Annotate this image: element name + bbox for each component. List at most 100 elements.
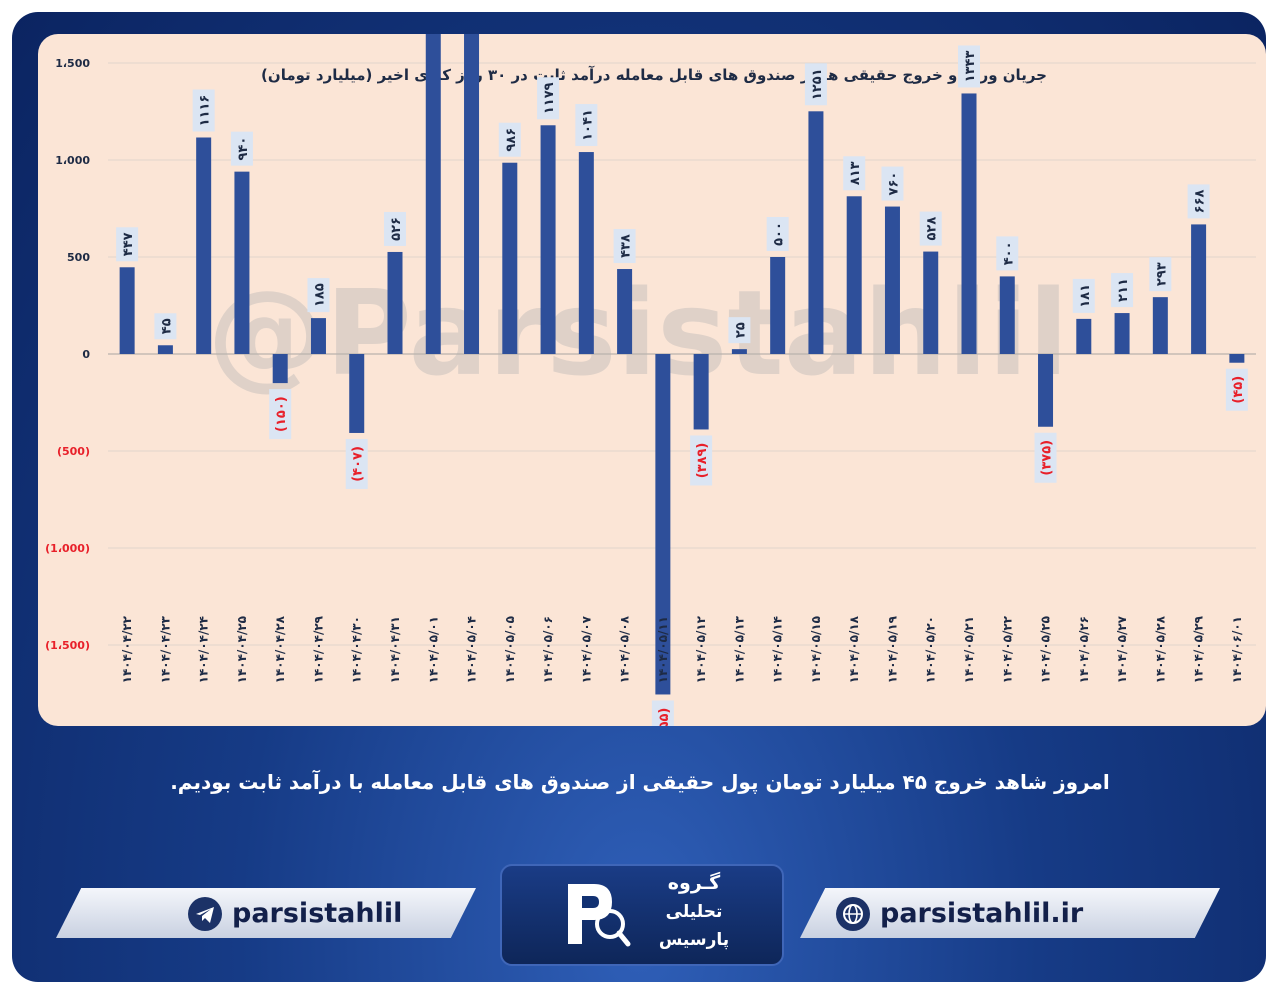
data-label: ۴۰۰ [996,236,1019,271]
data-label-box [384,211,406,246]
chart-title: جریان ورود و خروج حقیقی ها در صندوق های … [261,66,1047,84]
x-tick-label: ۱۴۰۴/۰۴/۲۲ [120,615,134,683]
telegram-icon[interactable] [188,897,222,931]
x-tick-label: ۱۴۰۴/۰۵/۲۶ [1077,616,1091,683]
bar [1076,318,1092,354]
x-tick-label: ۱۴۰۴/۰۵/۲۸ [1153,615,1167,683]
data-label-box [269,389,292,440]
data-label-box [1111,273,1134,308]
data-label-text: ۱۱۱۶ [198,95,213,127]
data-label: ۱۸۱ [1072,278,1095,313]
bar [349,354,365,433]
x-tick: ۱۴۰۴/۰۵/۱۲ [694,615,708,683]
data-label-box [1225,368,1248,411]
data-label: ۴۵ [154,313,177,340]
bar [846,196,862,354]
x-tick-label: ۱۴۰۴/۰۵/۰۶ [541,616,555,683]
data-label: ۵۰۰ [766,217,789,251]
x-tick-label: ۱۴۰۴/۰۵/۱۱ [656,616,670,683]
data-label: (۱۵۰) [269,389,292,440]
data-label-box [537,77,560,120]
data-label: ۴۳۸ [613,229,636,264]
data-label-text: ۱۲۵۱ [810,68,825,100]
website-link[interactable]: parsistahlil.ir [880,898,1084,929]
data-label-text: ۱۸۱ [1078,284,1093,308]
x-tick-label: ۱۴۰۴/۰۵/۲۵ [1039,616,1053,683]
data-label-text: ۲۵ [733,322,748,338]
globe-icon[interactable] [836,897,870,931]
bar [502,162,518,354]
x-tick: ۱۴۰۴/۰۴/۳۱ [388,616,402,683]
data-label-box [804,63,827,106]
data-label: ۱۸۵ [307,278,330,313]
x-tick-label: ۱۴۰۴/۰۴/۲۵ [235,616,249,683]
bar-chart: @Parsistahlil جریان ورود و خروج حقیقی ها… [45,34,1256,726]
bar [693,354,709,430]
watermark: @Parsistahlil [207,264,1068,402]
footer: parsistahlil parsistahlil.ir گـروه تحلیل… [0,858,1280,968]
telegram-handle[interactable]: parsistahlil [232,898,403,929]
data-label-box [230,131,253,166]
bar [884,206,900,354]
data-label: ۱۳۴۳ [958,45,980,88]
data-labels: ۴۴۷۴۵۱۱۱۶۹۴۰(۱۵۰)۱۸۵(۴۰۷)۵۲۶۱۸۸۳۱۶۷۹۹۸۶۱… [116,45,1248,726]
x-tick: ۱۴۰۴/۰۵/۲۰ [924,616,938,683]
data-label: ۹۴۰ [230,131,253,166]
data-label-box [919,211,942,246]
x-tick: ۱۴۰۴/۰۵/۰۱ [426,616,440,683]
data-label: ۴۴۷ [116,227,139,262]
y-tick-label: (1،500) [45,639,90,652]
x-tick: ۱۴۰۴/۰۴/۲۹ [311,615,325,683]
x-tick: ۱۴۰۴/۰۵/۱۴ [771,616,785,683]
x-tick-label: ۱۴۰۴/۰۴/۲۳ [158,615,172,683]
x-tick-label: ۱۴۰۴/۰۵/۰۷ [579,615,593,683]
data-label: (۴۵) [1225,368,1248,411]
x-tick: ۱۴۰۴/۰۵/۱۹ [885,615,899,683]
data-label: ۸۱۳ [843,156,866,191]
data-label-box [575,104,598,147]
logo-text-line1: گـروه [667,872,721,894]
bar [425,34,441,355]
x-tick: ۱۴۰۴/۰۵/۲۸ [1153,615,1167,683]
bar [272,354,288,384]
data-label: (۳۷۵) [1034,432,1057,483]
data-label-text: (۴۵) [1231,376,1246,404]
y-tick-label: 0 [82,348,90,361]
x-tick-label: ۱۴۰۴/۰۵/۰۵ [503,616,517,683]
x-tick: ۱۴۰۴/۰۵/۲۹ [1192,615,1206,683]
x-tick-label: ۱۴۰۴/۰۵/۱۴ [771,616,785,683]
data-label: ۲۵ [728,317,751,344]
data-label-text: (۴۰۷) [351,446,366,482]
data-label-box [996,236,1019,271]
bar [999,276,1015,354]
bar [540,125,556,354]
data-label: ۵۲۸ [919,211,942,246]
x-tick: ۱۴۰۴/۰۵/۰۶ [541,616,555,683]
data-label-box [498,122,521,157]
y-tick-label: (500) [57,445,90,458]
caption-text: امروز شاهد خروج ۴۵ میلیارد تومان پول حقی… [170,770,1110,794]
data-label-box [690,435,713,486]
x-tick: ۱۴۰۴/۰۵/۲۶ [1077,616,1091,683]
data-label-box [1072,278,1095,313]
x-tick-label: ۱۴۰۴/۰۶/۰۱ [1230,616,1244,683]
x-tick-label: ۱۴۰۴/۰۵/۲۱ [962,616,976,683]
data-label-text: ۶۶۸ [1193,189,1208,213]
data-label-text: (۱۵۰) [274,396,289,432]
data-label-box [766,217,789,251]
logo-text-line3: پارسیس [658,930,730,950]
bar [961,93,977,354]
logo-text-line2: تحلیلی [665,902,723,922]
bar [731,349,747,354]
data-label-box [651,700,674,726]
y-axis: 2،5002،0001،5001،0005000(500)(1،000)(1،5… [45,57,90,652]
data-label-text: ۴۳۸ [619,234,634,258]
x-tick: ۱۴۰۴/۰۴/۲۳ [158,615,172,683]
data-label: ۱۰۴۱ [575,104,598,147]
bar [808,111,824,354]
x-tick: ۱۴۰۴/۰۵/۲۷ [1115,615,1129,683]
bar [617,269,633,354]
x-tick-label: ۱۴۰۴/۰۵/۲۲ [1000,615,1014,683]
x-tick-label: ۱۴۰۴/۰۵/۱۵ [809,616,823,683]
x-tick: ۱۴۰۴/۰۴/۲۲ [120,615,134,683]
